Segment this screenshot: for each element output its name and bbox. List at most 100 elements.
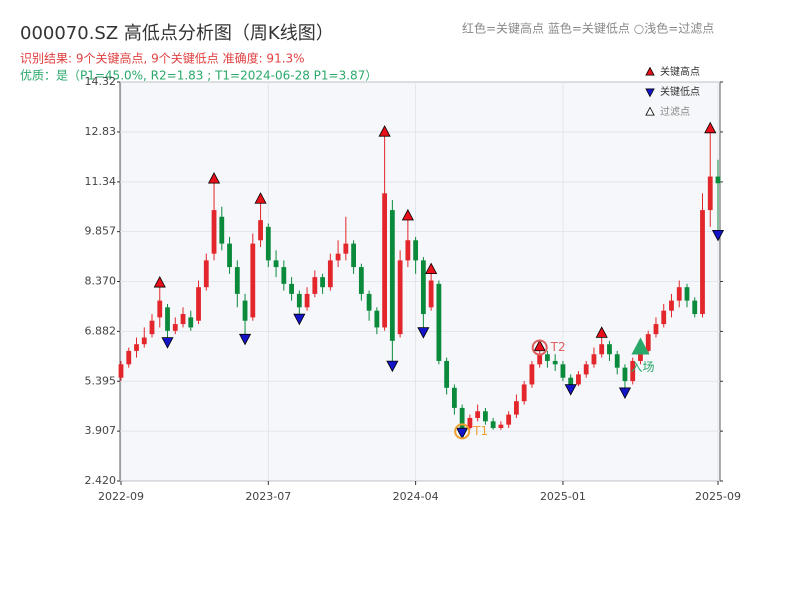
candle-body — [389, 210, 395, 341]
low-marker — [386, 360, 399, 373]
candle-body — [428, 280, 434, 308]
point-ring — [531, 339, 548, 356]
candle-body — [599, 344, 605, 355]
low-marker — [456, 427, 469, 440]
entry-marker — [631, 337, 650, 355]
candle-body — [669, 300, 674, 311]
low-marker — [711, 229, 725, 242]
x-tick-label: 2022-09 — [98, 490, 144, 503]
x-tick-label: 2024-04 — [393, 490, 439, 503]
candle-body — [320, 277, 325, 288]
y-tick-label: 11.34 — [85, 175, 117, 188]
entry-label: 入场 — [630, 360, 654, 374]
candle-body — [506, 414, 512, 425]
candle-body — [304, 293, 310, 308]
y-tick-label: 6.882 — [85, 324, 117, 337]
candle-body — [234, 267, 240, 294]
x-tick-label: 2025-09 — [695, 490, 741, 503]
candle-body — [351, 243, 356, 268]
candle-body — [265, 226, 271, 261]
candle-body — [165, 307, 170, 331]
x-tick-label: 2025-01 — [540, 490, 586, 503]
candle-body — [227, 243, 232, 268]
high-marker — [254, 192, 267, 204]
candle-body — [552, 360, 558, 365]
candle-body — [436, 283, 442, 361]
high-marker — [533, 339, 546, 352]
candle-body — [258, 220, 263, 241]
high-marker — [153, 275, 166, 288]
candle-body — [405, 240, 411, 261]
candle-body — [630, 360, 636, 382]
high-marker — [595, 326, 608, 338]
candle-body — [560, 364, 566, 378]
y-tick-label: 14.32 — [85, 75, 117, 88]
candle-body — [343, 243, 349, 254]
point-label: T1 — [472, 424, 488, 438]
candle-body — [700, 210, 705, 315]
candle-body — [638, 350, 643, 361]
candle-body — [483, 411, 488, 422]
low-marker — [618, 387, 632, 399]
candle-body — [188, 317, 194, 328]
y-tick-label: 2.420 — [85, 474, 117, 487]
candle-body — [289, 283, 294, 294]
y-tick-label: 3.907 — [85, 424, 117, 437]
high-marker — [207, 172, 221, 184]
y-tick-label: 8.370 — [85, 275, 117, 288]
candle-body — [382, 193, 388, 328]
candle-body — [196, 287, 201, 321]
candle-body — [614, 354, 620, 368]
legend-label: 关键低点 — [660, 85, 700, 98]
candle-body — [529, 364, 535, 385]
candle-body — [475, 411, 481, 418]
candle-body — [273, 260, 279, 268]
candle-body — [420, 260, 426, 315]
candle-body — [568, 377, 574, 385]
point-label: T2 — [550, 340, 566, 354]
candle-body — [684, 287, 690, 301]
candle-body — [374, 310, 380, 328]
legend-symbol — [645, 66, 655, 76]
candle-body — [467, 417, 473, 429]
legend-label: 过滤点 — [660, 105, 690, 118]
candle-body — [545, 354, 550, 361]
candle-body — [180, 314, 186, 325]
chart-title: 000070.SZ 高低点分析图（周K线图） — [20, 23, 334, 44]
candle-body — [366, 293, 372, 311]
candle-body — [141, 337, 147, 345]
y-tick-label: 12.83 — [85, 125, 117, 138]
candle-body — [118, 364, 124, 378]
low-marker — [238, 333, 252, 346]
candle-body — [126, 350, 132, 365]
high-marker — [378, 125, 391, 137]
candle-body — [591, 354, 597, 365]
x-tick-label: 2023-07 — [245, 490, 291, 503]
y-tick-label: 9.857 — [85, 225, 117, 238]
subtitle: 识别结果: 9个关键高点, 9个关键低点 准确度: 91.3% — [20, 51, 305, 66]
candle-body — [459, 407, 465, 429]
point-ring — [454, 423, 471, 440]
candle-body — [715, 176, 721, 184]
low-marker — [293, 313, 306, 326]
candle-body — [661, 310, 667, 325]
candle-body — [250, 243, 256, 318]
high-marker — [401, 208, 414, 221]
low-marker — [417, 327, 430, 339]
low-marker — [161, 337, 174, 349]
candle-body — [451, 387, 457, 408]
candle-body — [490, 421, 496, 429]
candle-body — [537, 354, 543, 365]
color-note: 红色=关键高点 蓝色=关键低点 ○浅色=过滤点 — [462, 21, 714, 36]
candle-body — [203, 260, 209, 288]
candle-body — [576, 374, 581, 385]
candle-body — [157, 300, 163, 318]
candle-body — [444, 360, 450, 388]
quality-note: 优质：是（P1=45.0%, R2=1.83 ; T1=2024-06-28 P… — [20, 69, 377, 83]
y-tick-label: 5.395 — [85, 374, 117, 387]
candle-body — [172, 324, 178, 331]
candle-body — [622, 367, 628, 382]
candle-body — [653, 324, 659, 335]
legend-symbol — [645, 88, 655, 98]
